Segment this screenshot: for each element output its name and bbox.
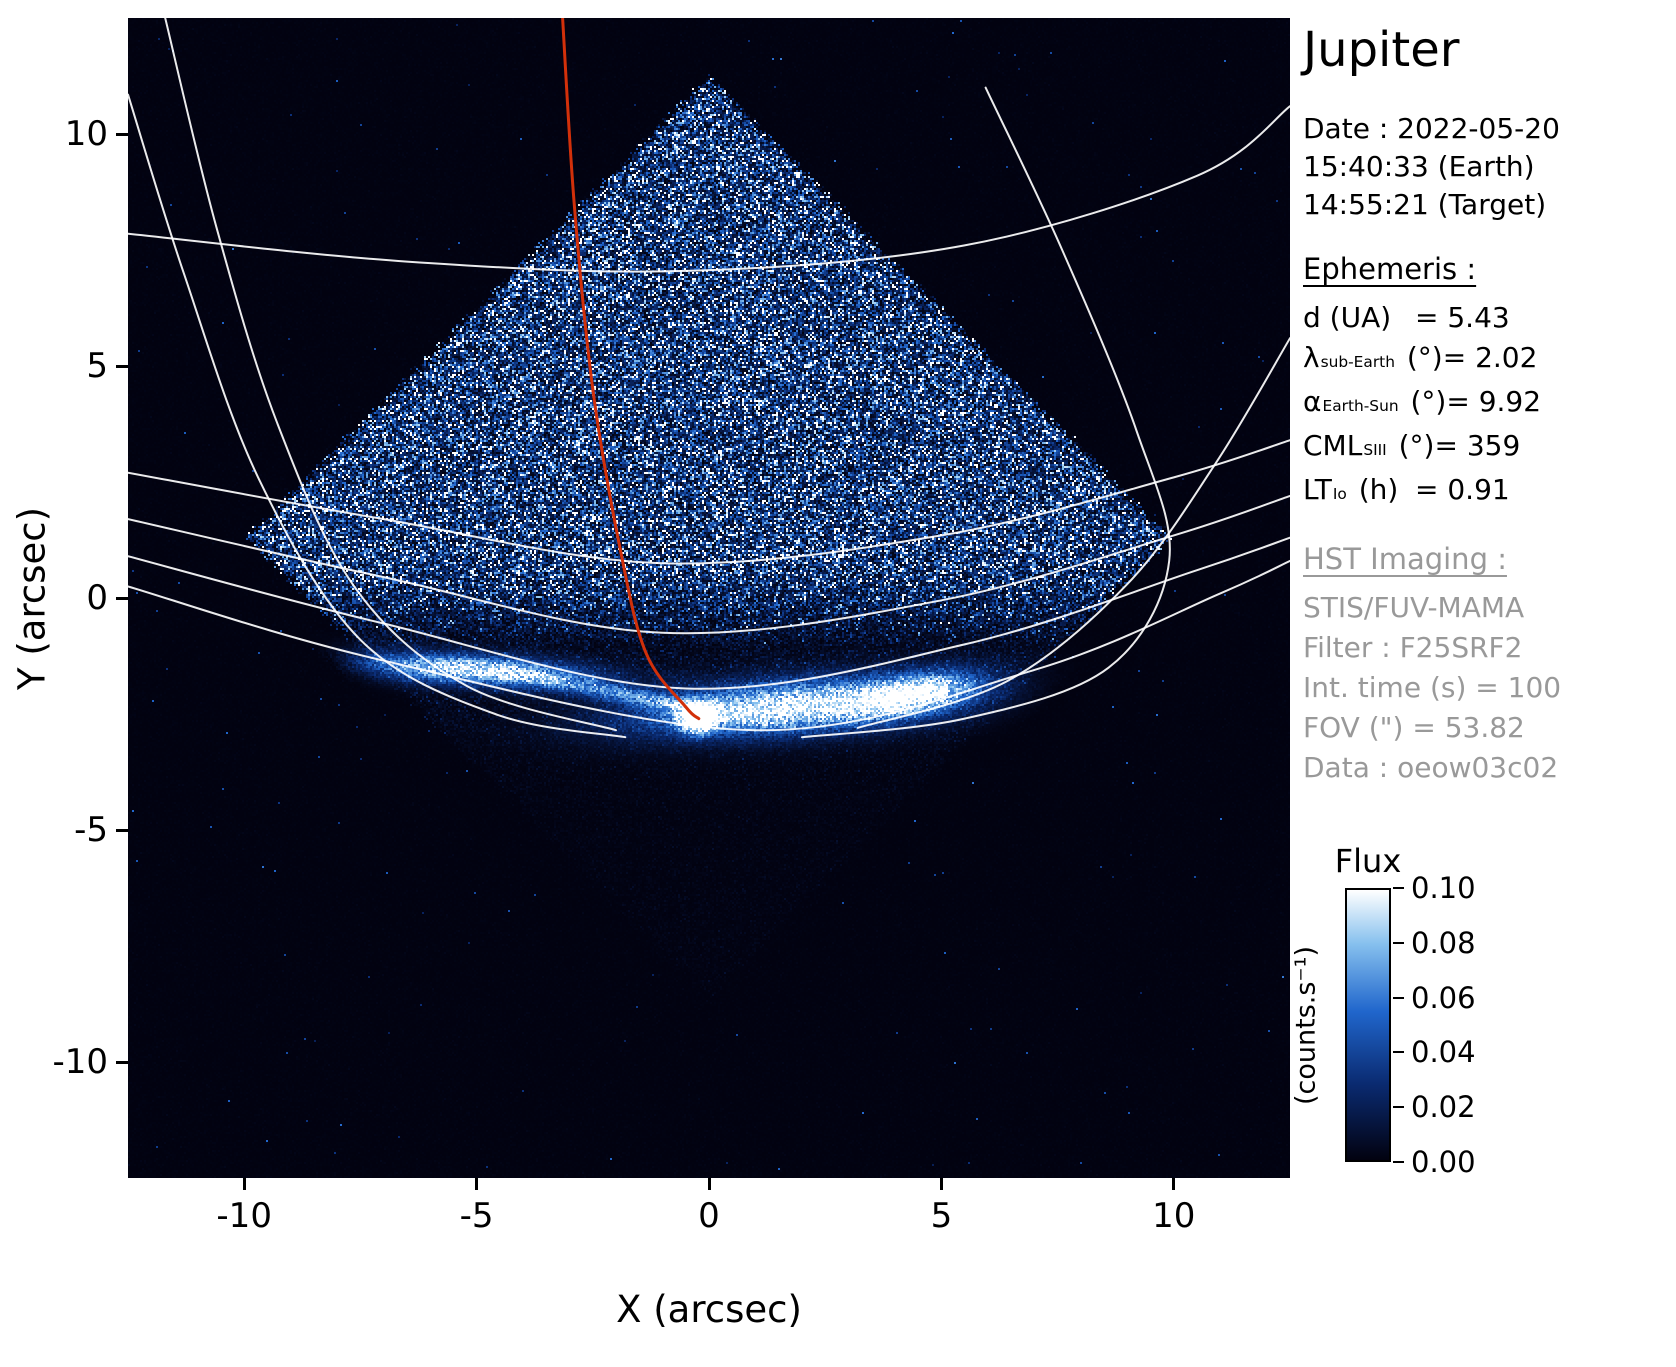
hst-imaging-line: FOV (") = 53.82 (1303, 711, 1525, 744)
ephemeris-value: = 2.02 (1442, 341, 1538, 374)
x-tick-label: 0 (698, 1196, 720, 1236)
y-tick-mark (116, 828, 128, 832)
graticule-line (128, 93, 627, 739)
graticule-line (128, 536, 1290, 690)
ephemeris-value: = 0.91 (1415, 473, 1510, 506)
y-tick-label: -5 (74, 810, 108, 850)
ephemeris-value: = 9.92 (1446, 385, 1542, 418)
obs-date: Date : 2022-05-20 (1303, 112, 1560, 145)
x-tick-mark (242, 1178, 246, 1190)
colorbar-unit-label: (counts.s⁻¹) (1290, 945, 1322, 1105)
target-name: Jupiter (1303, 22, 1460, 78)
graticule-line (128, 105, 1290, 273)
colorbar-title: Flux (1334, 842, 1402, 880)
colorbar-tick-mark (1393, 1051, 1404, 1054)
y-tick-mark (116, 596, 128, 600)
colorbar-tick-label: 0.08 (1411, 925, 1476, 960)
ephemeris-row: λsub-Earth (°)= 2.02 (1303, 341, 1538, 374)
ephemeris-value: = 359 (1434, 429, 1521, 462)
graticule-line (128, 439, 1290, 565)
info-panel: Jupiter Date : 2022-05-20 15:40:33 (Eart… (1303, 22, 1675, 788)
ephemeris-row: LTIo (h) = 0.91 (1303, 473, 1510, 506)
colorbar-tick-label: 0.06 (1411, 980, 1476, 1015)
obs-time-earth: 15:40:33 (Earth) (1303, 150, 1535, 183)
y-tick-label: 10 (64, 114, 108, 154)
y-tick-mark (116, 364, 128, 368)
ephemeris-row: d (UA) = 5.43 (1303, 301, 1510, 334)
colorbar-tick-label: 0.00 (1411, 1145, 1476, 1179)
plot-area (128, 18, 1290, 1178)
x-tick-mark (939, 1178, 943, 1190)
hst-imaging-line: Data : oeow03c02 (1303, 751, 1559, 784)
x-axis-label: X (arcsec) (616, 1288, 802, 1331)
y-tick-label: -10 (52, 1042, 108, 1082)
y-tick-mark (116, 132, 128, 136)
hst-imaging-header: HST Imaging : (1303, 542, 1507, 576)
hst-imaging-line: Int. time (s) = 100 (1303, 671, 1562, 704)
obs-time-target: 14:55:21 (Target) (1303, 188, 1547, 221)
y-axis-label: Y (arcsec) (10, 506, 54, 690)
ephemeris-header: Ephemeris : (1303, 252, 1477, 286)
colorbar-tick-label: 0.02 (1411, 1090, 1476, 1125)
x-tick-label: -5 (459, 1196, 494, 1236)
graticule-line (164, 18, 617, 732)
x-tick-label: 10 (1152, 1196, 1196, 1236)
colorbar-tick-label: 0.04 (1411, 1035, 1476, 1070)
graticule-overlay (128, 18, 1290, 739)
graticule-line (128, 494, 1290, 635)
hst-imaging-line: Filter : F25SRF2 (1303, 631, 1523, 664)
x-tick-mark (475, 1178, 479, 1190)
colorbar-gradient (1345, 888, 1391, 1162)
ephemeris-row: CMLSIII (°)= 359 (1303, 429, 1521, 462)
x-tick-mark (707, 1178, 711, 1190)
graticule-line (801, 86, 1171, 739)
colorbar-tick-mark (1393, 887, 1404, 889)
io-footprint-track (561, 18, 701, 721)
x-tick-label: -10 (216, 1196, 272, 1236)
colorbar-tick-mark (1393, 996, 1404, 999)
y-tick-label: 5 (86, 346, 108, 386)
x-tick-label: 5 (930, 1196, 953, 1236)
colorbar-tick-mark (1393, 941, 1404, 944)
graticule-line (856, 337, 1290, 729)
colorbar-tick-mark (1393, 1161, 1404, 1163)
hst-imaging-list: STIS/FUV-MAMA Filter : F25SRF2 Int. time (… (1303, 588, 1675, 788)
x-tick-mark (1172, 1178, 1176, 1190)
ephemeris-value: = 5.43 (1415, 301, 1510, 334)
y-tick-label: 0 (86, 578, 108, 618)
hst-imaging-line: STIS/FUV-MAMA (1303, 591, 1525, 624)
ephemeris-row: αEarth-Sun (°)= 9.92 (1303, 385, 1542, 418)
colorbar-tick-mark (1393, 1106, 1404, 1109)
y-tick-mark (116, 1060, 128, 1064)
graticule-line (128, 559, 1290, 732)
colorbar-tick-label: 0.10 (1411, 871, 1476, 905)
ephemeris-list: d (UA) = 5.43 λsub-Earth (°)= 2.02 αEarth-S… (1303, 298, 1675, 514)
